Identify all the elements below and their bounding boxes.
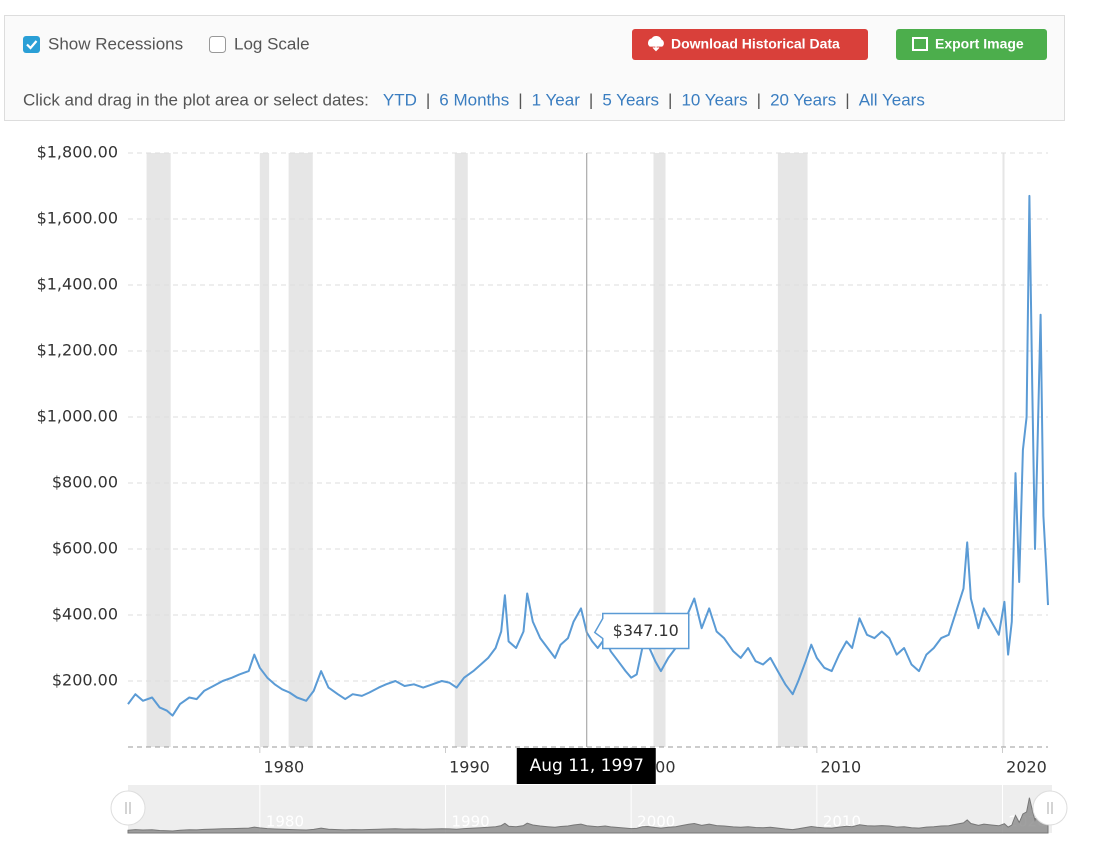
separator: | [518,90,522,109]
navigator [128,785,1052,833]
price-line [127,194,1049,717]
recession-band [1002,153,1005,747]
navigator-area [127,797,1049,834]
download-icon [648,36,664,52]
navigator-label: 2000 [637,813,675,831]
tooltip-date: Aug 11, 1997 [530,756,644,776]
x-tick-label: 1990 [449,758,490,777]
y-tick-label: $1,400.00 [37,275,118,294]
recession-band [259,153,270,747]
y-tick-label: $800.00 [52,473,118,492]
navigator-handle[interactable] [110,790,146,826]
tooltip-date-box [516,748,656,784]
handle-grip [1047,802,1053,814]
x-tick-label: 1980 [263,758,304,777]
export-button[interactable] [896,29,1047,60]
recession-band [288,153,313,747]
separator: | [757,90,761,109]
y-tick-label: $400.00 [52,605,118,624]
range-link[interactable]: 10 Years [681,90,747,109]
y-tick-label: $600.00 [52,539,118,558]
export-icon [912,37,928,51]
navigator-label: 1990 [451,813,489,831]
recession-band [454,153,468,747]
recession-band [653,153,666,747]
y-tick-label: $200.00 [52,671,118,690]
navigator-label: 1980 [266,813,304,831]
checkmark [26,40,38,50]
range-prompt: Click and drag in the plot area or selec… [23,90,369,109]
y-tick-label: $1,000.00 [37,407,118,426]
separator: | [845,90,849,109]
y-tick-label: $1,200.00 [37,341,118,360]
range-link[interactable]: 5 Years [602,90,659,109]
y-tick-label: $1,800.00 [37,143,118,162]
range-link[interactable]: All Years [859,90,925,109]
recession-checkbox[interactable] [23,36,40,53]
download-label[interactable]: Download Historical Data [671,36,840,52]
navigator-handle[interactable] [1032,790,1068,826]
separator: | [426,90,430,109]
recession-band [146,153,171,747]
tooltip-value-box [593,612,690,650]
navigator-label: 2010 [823,813,861,831]
separator: | [668,90,672,109]
x-tick-label: 2020 [1006,758,1047,777]
range-links: YTD | 6 Months | 1 Year | 5 Years | 10 Years | 20 … [383,90,925,109]
separator: | [589,90,593,109]
recession-label[interactable]: Show Recessions [48,34,183,53]
range-link[interactable]: 1 Year [532,90,581,109]
range-link[interactable]: 20 Years [770,90,836,109]
range-link[interactable]: 6 Months [439,90,509,109]
tooltip-value: $347.10 [613,621,679,640]
control-panel [4,15,1065,121]
handle-grip [125,802,131,814]
download-button[interactable] [632,29,868,60]
log-label[interactable]: Log Scale [234,34,310,53]
x-tick-label: 2010 [820,758,861,777]
range-link[interactable]: YTD [383,90,417,109]
log-checkbox[interactable] [209,36,226,53]
y-tick-label: $1,600.00 [37,209,118,228]
plot-area: $200.00 $400.00 $600.00 $800.00 $1,000.00 $1,… [37,143,1068,834]
export-label[interactable]: Export Image [935,36,1024,52]
recession-band [777,153,808,747]
